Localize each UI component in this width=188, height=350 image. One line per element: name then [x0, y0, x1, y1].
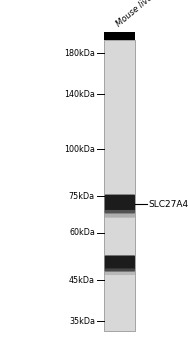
Text: SLC27A4: SLC27A4: [149, 199, 188, 209]
Text: Mouse liver: Mouse liver: [114, 0, 157, 28]
Text: 100kDa: 100kDa: [64, 145, 95, 154]
Text: 60kDa: 60kDa: [69, 229, 95, 238]
Bar: [104, 32, 135, 40]
FancyBboxPatch shape: [105, 210, 135, 218]
FancyBboxPatch shape: [105, 268, 135, 275]
FancyBboxPatch shape: [105, 195, 135, 214]
Text: 75kDa: 75kDa: [69, 192, 95, 201]
FancyBboxPatch shape: [105, 256, 135, 272]
Text: 180kDa: 180kDa: [64, 49, 95, 58]
Text: 45kDa: 45kDa: [69, 275, 95, 285]
Text: 140kDa: 140kDa: [64, 90, 95, 99]
Bar: [104, 40, 135, 331]
Text: 35kDa: 35kDa: [69, 317, 95, 326]
